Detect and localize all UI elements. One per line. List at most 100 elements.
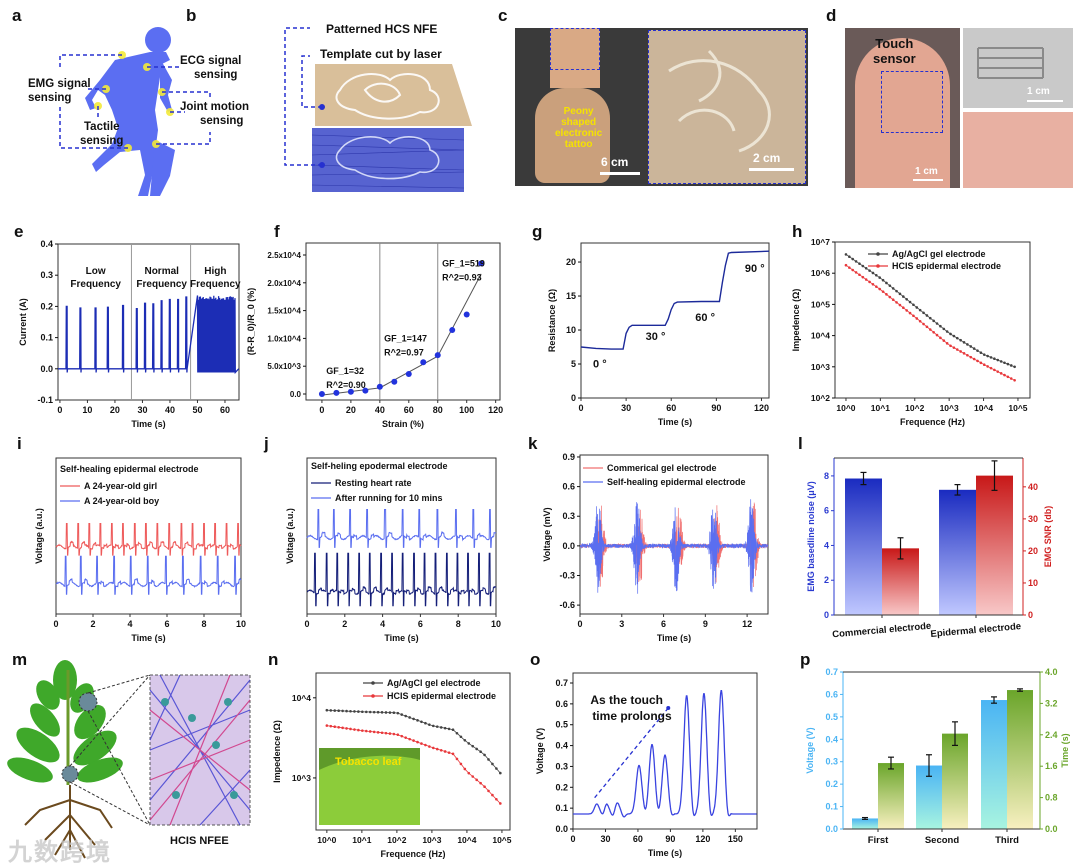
x-tick-label: 2 <box>342 619 347 629</box>
data-point <box>851 257 855 261</box>
data-point <box>854 260 858 263</box>
x-tick-label: 40 <box>165 405 175 415</box>
data-point <box>416 719 419 722</box>
data-point <box>361 710 364 714</box>
y-tick-label: 5.0x10^3 <box>267 362 301 371</box>
tactile-label-line1: Tactile <box>84 121 120 133</box>
ecg-trace <box>307 552 497 607</box>
gauge-factor-annotation: R^2=0.97 <box>384 348 424 358</box>
x-tick-label: 10^0 <box>317 835 336 845</box>
data-point <box>982 363 986 366</box>
trend-arrow <box>594 707 669 799</box>
category-label: Commercial electrode <box>832 621 932 641</box>
bar-emg-baseline-noise <box>845 478 882 615</box>
ecg-trace <box>55 523 242 556</box>
y-tick-label: 0 <box>824 610 829 620</box>
panel-label-n: n <box>268 650 279 669</box>
x-tick-label: 10^2 <box>387 835 406 845</box>
data-point <box>908 300 912 304</box>
data-point <box>412 739 415 742</box>
data-point <box>483 785 486 788</box>
data-point <box>898 292 902 296</box>
data-point <box>922 322 925 326</box>
data-point <box>471 744 475 748</box>
data-point <box>868 269 871 272</box>
plot-frame <box>834 241 1031 399</box>
x-tick-label: 10^5 <box>1008 403 1027 413</box>
x-tick-label: 100 <box>459 405 474 415</box>
y-tick-label: 10^3 <box>292 773 311 783</box>
x-axis-label: Time (s) <box>384 633 418 643</box>
data-point <box>881 278 885 282</box>
y-tick-label: -0.3 <box>559 570 575 580</box>
x-tick-label: 8 <box>456 619 461 629</box>
data-point <box>392 732 396 736</box>
data-point <box>491 793 494 797</box>
data-point <box>408 737 411 741</box>
data-point <box>451 752 455 756</box>
ecg-label-line1: ECG signal <box>180 55 242 67</box>
emg-label-line1: EMG signal <box>28 78 91 90</box>
data-point <box>420 720 423 724</box>
data-point <box>376 383 383 390</box>
y-right-tick-label: 0.0 <box>1045 824 1058 834</box>
data-point <box>435 725 439 728</box>
human-body-illustration <box>59 27 211 196</box>
x-tick-label: 10^1 <box>871 403 890 413</box>
data-point <box>844 263 848 267</box>
data-point <box>471 775 475 778</box>
data-point <box>905 309 908 312</box>
panel-label-o: o <box>530 650 541 669</box>
data-point <box>989 356 993 359</box>
watermark-logo: 九数跨境 <box>8 839 112 866</box>
data-point <box>443 750 447 753</box>
data-point <box>325 724 329 727</box>
panel-label-i: i <box>17 434 22 453</box>
data-point <box>875 273 878 277</box>
data-point <box>353 728 356 731</box>
y-tick-label: 0.3 <box>562 511 575 521</box>
y-tick-label: 0.1 <box>555 803 568 813</box>
x-tick-label: 60 <box>404 405 414 415</box>
legend-label: A 24-year-old girl <box>84 481 157 491</box>
y-tick-label: 0.9 <box>562 452 575 462</box>
resistance-trace <box>580 250 770 350</box>
panel-label-k: k <box>528 434 538 453</box>
data-point <box>455 757 459 761</box>
data-point <box>952 334 956 338</box>
data-point <box>932 331 935 334</box>
gauge-factor-annotation: R^2=0.90 <box>326 380 366 390</box>
data-point <box>376 710 380 714</box>
x-axis-label: Time (s) <box>658 417 692 427</box>
region-label: Low <box>86 266 106 277</box>
x-tick-label: 10 <box>491 619 501 629</box>
x-tick-label: 0 <box>53 619 58 629</box>
data-point <box>891 298 895 301</box>
data-point <box>915 317 919 320</box>
plot-frame <box>306 457 497 615</box>
touch-annotation: As the touch <box>590 693 663 707</box>
data-point <box>459 735 463 739</box>
y-tick-label: 0.0 <box>290 390 302 399</box>
data-point <box>361 729 364 732</box>
x-tick-label: 4 <box>380 619 385 629</box>
data-point <box>428 745 431 748</box>
data-point <box>447 727 451 731</box>
data-point <box>499 802 502 805</box>
data-point <box>349 727 352 731</box>
wrist <box>550 28 600 88</box>
impedance-line <box>845 254 1015 368</box>
bar-voltage <box>981 700 1007 829</box>
y-right-tick-label: 20 <box>1028 546 1038 556</box>
joint-label-line1: Joint motion <box>180 101 249 113</box>
data-point <box>888 284 892 287</box>
data-point <box>337 725 340 729</box>
bar-emg-snr <box>976 475 1013 615</box>
touch-sensor-label: Touch sensor <box>873 36 916 66</box>
data-point <box>895 289 898 293</box>
y-tick-label: 0.6 <box>555 699 568 709</box>
x-tick-label: 0 <box>577 619 582 629</box>
data-point <box>878 287 881 291</box>
data-point <box>384 711 388 714</box>
data-point <box>925 325 929 329</box>
